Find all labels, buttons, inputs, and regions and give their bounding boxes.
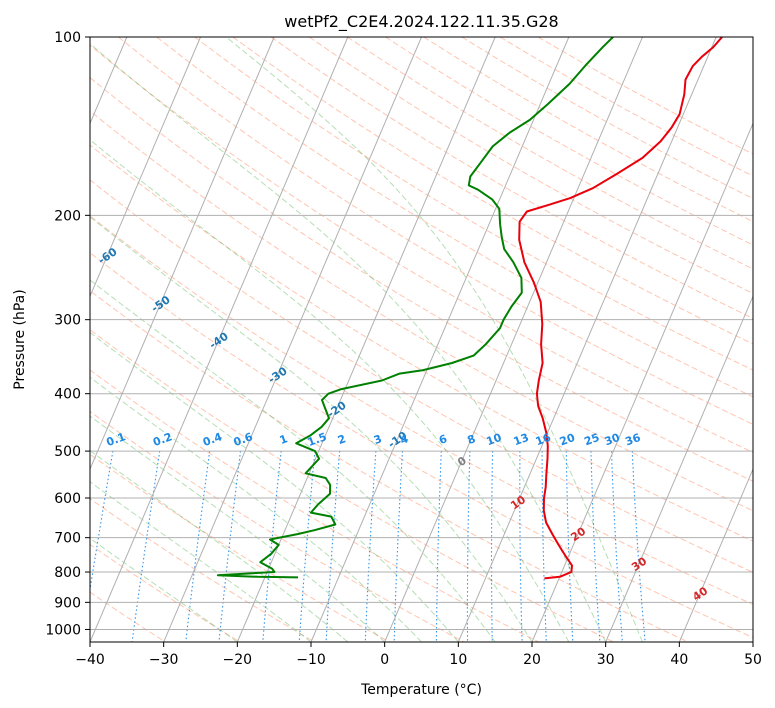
mixing-ratio-line: [466, 451, 471, 642]
dry-adiabat-line: [90, 179, 753, 573]
mixing-ratio-label: 36: [623, 431, 642, 449]
y-tick-label: 200: [54, 208, 81, 224]
dry-adiabat-line: [270, 37, 753, 320]
isotherm-line: [384, 37, 643, 642]
dry-adiabat-line: [90, 215, 753, 606]
mixing-ratio-line: [218, 451, 242, 642]
mixing-ratio-line: [393, 451, 404, 642]
dry-adiabat-line: [90, 252, 753, 639]
isotherm-line: [678, 467, 753, 642]
mixing-ratio-label: 0.4: [201, 430, 224, 449]
mixing-ratio-line: [185, 451, 211, 642]
moist-adiabat-line: [90, 279, 496, 642]
x-tick-label: 50: [744, 652, 762, 668]
x-tick-label: −40: [75, 652, 105, 668]
mixing-ratio-line: [631, 451, 646, 642]
dry-adiabat-line: [90, 110, 753, 512]
mixing-ratio-label: 0.2: [151, 430, 174, 449]
mixing-ratio-label: 1: [278, 432, 290, 447]
x-tick-label: −20: [223, 652, 253, 668]
mixing-ratio-line: [519, 451, 523, 642]
isotherm-line: [531, 122, 753, 642]
moist-adiabat-line: [90, 139, 570, 642]
mixing-ratio-line: [435, 451, 442, 642]
mixing-ratio-line: [298, 451, 316, 642]
mixing-ratio-line: [262, 451, 282, 642]
x-tick-label: 40: [670, 652, 688, 668]
mixing-ratio-line: [364, 451, 377, 642]
moist-adiabat-line: [225, 37, 643, 642]
isotherm-line: [90, 37, 275, 471]
mixing-ratio-label: 0.6: [232, 430, 255, 449]
dry-adiabat-line: [232, 37, 753, 345]
x-axis-label: Temperature (°C): [360, 682, 482, 698]
moist-adiabat-line: [90, 449, 349, 642]
mixing-ratio-label: 4: [398, 432, 410, 447]
isotherm-line: [457, 37, 717, 642]
mixing-ratio-label: 2: [336, 432, 348, 447]
mixing-ratio-line: [90, 451, 114, 594]
x-tick-label: 30: [597, 652, 615, 668]
moist-adiabat-line: [90, 415, 386, 642]
mixing-ratio-line: [325, 451, 341, 642]
mixing-ratio-label: 20: [558, 431, 577, 449]
dry-adiabat-line: [90, 144, 753, 542]
x-tick-label: −10: [296, 652, 326, 668]
x-tick-label: 0: [380, 652, 389, 668]
mixing-ratio-label: 1.5: [306, 430, 329, 449]
isotherm-line: [236, 37, 496, 642]
isotherm-line: [163, 37, 422, 642]
mixing-ratio-label: 0.1: [105, 430, 128, 449]
mixing-ratio-label: 6: [437, 432, 449, 447]
mixing-ratio-label: 16: [534, 431, 553, 449]
mixing-ratio-line: [490, 451, 494, 642]
mixing-ratio-line: [590, 451, 601, 642]
y-tick-label: 700: [54, 531, 81, 547]
moist-adiabat-line: [90, 537, 238, 642]
x-tick-label: 10: [449, 652, 467, 668]
y-tick-label: 400: [54, 387, 81, 403]
isotherm-line: [310, 37, 570, 642]
x-tick-label: −30: [149, 652, 179, 668]
mixing-ratio-label: 13: [512, 431, 531, 448]
moist-adiabat-line: [90, 376, 422, 642]
mixing-ratio-label: 10: [485, 431, 504, 449]
dry-adiabat-line: [90, 76, 753, 482]
isotherm-line: [605, 295, 753, 642]
y-tick-label: 800: [54, 565, 81, 581]
y-axis-label: Pressure (hPa): [12, 289, 28, 389]
chart-title: wetPf2_C2E4.2024.122.11.35.G28: [284, 12, 558, 32]
dewpoint-profile-line: [216, 37, 614, 579]
dry-adiabat-line: [90, 44, 753, 453]
moist-adiabat-line: [90, 331, 459, 642]
dry-adiabat-line: [308, 37, 753, 295]
mixing-ratio-line: [541, 451, 547, 642]
isotherm-line: [90, 37, 201, 298]
mixing-ratio-label: 8: [466, 432, 478, 447]
y-tick-label: 1000: [45, 622, 81, 638]
y-tick-label: 500: [54, 444, 81, 460]
x-tick-label: 20: [523, 652, 541, 668]
moist-adiabat-line: [90, 216, 533, 642]
y-tick-label: 900: [54, 595, 81, 611]
mixing-ratio-line: [610, 451, 623, 642]
mixing-ratio-label: 30: [603, 431, 622, 449]
mixing-ratio-line: [565, 451, 574, 642]
y-tick-label: 300: [54, 313, 81, 329]
moist-adiabat-line: [90, 43, 607, 642]
temperature-profile-line: [518, 37, 723, 580]
plot-frame: [89, 36, 754, 643]
y-tick-label: 100: [54, 30, 81, 46]
isotherm-line: [90, 37, 349, 642]
mixing-ratio-label: 3: [372, 432, 384, 447]
mixing-ratio-label: 25: [582, 431, 601, 448]
moist-adiabat-line: [90, 481, 312, 642]
y-tick-label: 600: [54, 491, 81, 507]
